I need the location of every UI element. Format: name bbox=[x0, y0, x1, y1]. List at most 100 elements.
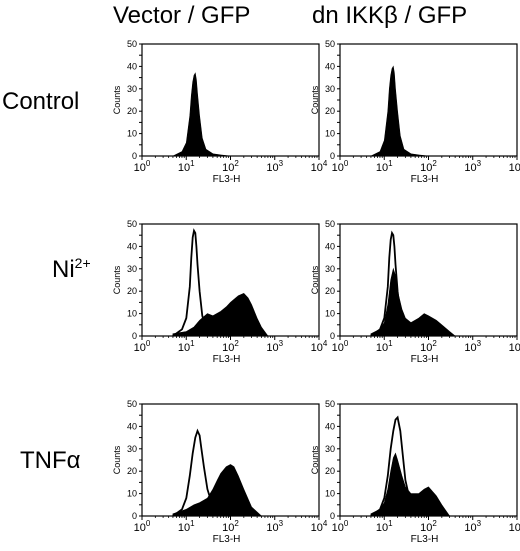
y-tick-label: 40 bbox=[127, 61, 137, 71]
y-axis-label: Counts bbox=[112, 85, 122, 114]
histogram-filled-series bbox=[370, 267, 456, 337]
y-tick-label: 10 bbox=[127, 489, 137, 499]
y-tick-label: 10 bbox=[325, 489, 335, 499]
x-tick-label: 103 bbox=[464, 519, 481, 534]
histogram-filled-series bbox=[172, 72, 231, 157]
y-tick-label: 50 bbox=[325, 39, 335, 49]
y-tick-label: 30 bbox=[325, 444, 335, 454]
y-tick-label: 0 bbox=[330, 331, 335, 341]
histogram-filled-series bbox=[172, 464, 263, 517]
y-tick-label: 10 bbox=[127, 129, 137, 139]
x-tick-label: 100 bbox=[332, 159, 349, 174]
x-axis-label: FL3-H bbox=[411, 354, 439, 365]
x-axis-label: FL3-H bbox=[213, 534, 241, 545]
y-tick-label: 40 bbox=[325, 241, 335, 251]
y-tick-label: 40 bbox=[325, 421, 335, 431]
row-label-tnf: TNFα bbox=[20, 447, 81, 474]
y-tick-label: 30 bbox=[127, 444, 137, 454]
x-tick-label: 104 bbox=[311, 519, 328, 534]
x-axis-label: FL3-H bbox=[411, 174, 439, 185]
x-tick-label: 101 bbox=[376, 519, 393, 534]
x-tick-label: 101 bbox=[376, 159, 393, 174]
x-tick-label: 100 bbox=[332, 339, 349, 354]
y-axis-label: Counts bbox=[112, 265, 122, 294]
y-tick-label: 50 bbox=[325, 399, 335, 409]
x-tick-label: 102 bbox=[420, 519, 437, 534]
row-label-ni: Ni2+ bbox=[52, 255, 91, 284]
x-tick-label: 101 bbox=[178, 519, 195, 534]
y-tick-label: 0 bbox=[132, 151, 137, 161]
x-tick-label: 104 bbox=[509, 519, 520, 534]
y-tick-label: 10 bbox=[325, 309, 335, 319]
x-tick-label: 100 bbox=[134, 339, 151, 354]
x-tick-label: 103 bbox=[464, 159, 481, 174]
row-label-ni-text: Ni bbox=[52, 256, 75, 283]
y-tick-label: 0 bbox=[330, 151, 335, 161]
x-axis-label: FL3-H bbox=[213, 354, 241, 365]
x-tick-label: 104 bbox=[509, 339, 520, 354]
x-tick-label: 100 bbox=[134, 159, 151, 174]
histogram-panel-control-vector: 0 10 20 30 40 50 Counts 100 101 102 103 104 FL3-H bbox=[112, 39, 328, 185]
histogram-panel-control-dn-ikkb: 0 10 20 30 40 50 Counts 100 101 102 103 104 FL3-H bbox=[310, 39, 520, 185]
x-tick-label: 104 bbox=[311, 159, 328, 174]
x-tick-label: 102 bbox=[222, 159, 239, 174]
y-tick-label: 50 bbox=[127, 399, 137, 409]
x-tick-label: 101 bbox=[376, 339, 393, 354]
histogram-filled-series bbox=[370, 452, 451, 517]
y-tick-label: 50 bbox=[325, 219, 335, 229]
y-tick-label: 20 bbox=[325, 286, 335, 296]
histogram-panel-ni-dn-ikkb: 0 10 20 30 40 50 Counts 100 101 102 103 104 FL3-H bbox=[310, 219, 520, 365]
x-tick-label: 100 bbox=[134, 519, 151, 534]
row-label-ni-superscript: 2+ bbox=[74, 255, 91, 271]
x-tick-label: 104 bbox=[311, 339, 328, 354]
x-tick-label: 102 bbox=[222, 519, 239, 534]
y-axis-label: Counts bbox=[310, 445, 320, 474]
plot-frame bbox=[339, 43, 518, 157]
y-tick-label: 40 bbox=[325, 61, 335, 71]
y-tick-label: 30 bbox=[325, 84, 335, 94]
plot-frame bbox=[141, 43, 320, 157]
y-tick-label: 10 bbox=[127, 309, 137, 319]
y-tick-label: 50 bbox=[127, 219, 137, 229]
y-tick-label: 50 bbox=[127, 39, 137, 49]
histogram-panel-tnf-vector: 0 10 20 30 40 50 Counts 100 101 102 103 104 FL3-H bbox=[112, 399, 328, 545]
x-tick-label: 103 bbox=[266, 159, 283, 174]
x-tick-label: 101 bbox=[178, 159, 195, 174]
y-tick-label: 30 bbox=[127, 264, 137, 274]
histogram-filled-series bbox=[172, 293, 269, 337]
x-tick-label: 104 bbox=[509, 159, 520, 174]
y-axis-label: Counts bbox=[310, 85, 320, 114]
x-tick-label: 102 bbox=[420, 159, 437, 174]
histogram-panel-tnf-dn-ikkb: 0 10 20 30 40 50 Counts 100 101 102 103 104 FL3-H bbox=[310, 399, 520, 545]
y-tick-label: 30 bbox=[127, 84, 137, 94]
y-tick-label: 40 bbox=[127, 421, 137, 431]
x-tick-label: 103 bbox=[266, 519, 283, 534]
y-tick-label: 20 bbox=[127, 466, 137, 476]
y-tick-label: 20 bbox=[127, 106, 137, 116]
x-axis-label: FL3-H bbox=[411, 534, 439, 545]
histogram-panel-ni-vector: 0 10 20 30 40 50 Counts 100 101 102 103 104 FL3-H bbox=[112, 219, 328, 365]
y-tick-label: 40 bbox=[127, 241, 137, 251]
y-tick-label: 20 bbox=[325, 466, 335, 476]
y-axis-label: Counts bbox=[112, 445, 122, 474]
x-axis-label: FL3-H bbox=[213, 174, 241, 185]
y-tick-label: 30 bbox=[325, 264, 335, 274]
x-tick-label: 101 bbox=[178, 339, 195, 354]
y-tick-label: 20 bbox=[127, 286, 137, 296]
y-tick-label: 0 bbox=[330, 511, 335, 521]
histogram-filled-series bbox=[370, 65, 429, 157]
column-title-vector-gfp: Vector / GFP bbox=[113, 2, 251, 29]
y-tick-label: 0 bbox=[132, 331, 137, 341]
y-tick-label: 0 bbox=[132, 511, 137, 521]
y-tick-label: 10 bbox=[325, 129, 335, 139]
row-label-control: Control bbox=[2, 88, 80, 115]
x-tick-label: 103 bbox=[266, 339, 283, 354]
x-tick-label: 102 bbox=[222, 339, 239, 354]
x-tick-label: 102 bbox=[420, 339, 437, 354]
column-title-dn-ikkb-gfp: dn IKKβ / GFP bbox=[312, 2, 468, 29]
y-tick-label: 20 bbox=[325, 106, 335, 116]
x-tick-label: 100 bbox=[332, 519, 349, 534]
x-tick-label: 103 bbox=[464, 339, 481, 354]
y-axis-label: Counts bbox=[310, 265, 320, 294]
